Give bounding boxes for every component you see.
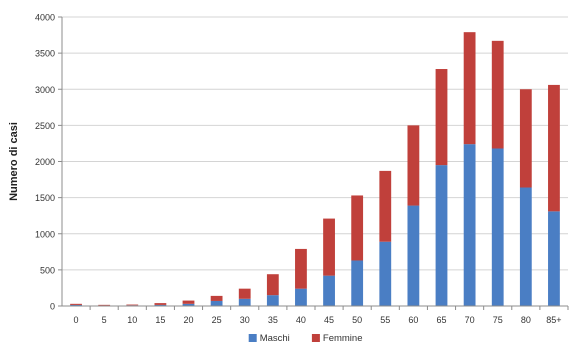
bar-femmine-10 (126, 304, 139, 306)
gridlines (62, 16, 568, 271)
y-tick-label: 3000 (35, 85, 55, 95)
bar-femmine-0 (70, 303, 82, 305)
bar-femmine-15 (154, 303, 167, 305)
bar-maschi-75 (491, 148, 504, 306)
y-tick-label: 1000 (35, 229, 55, 239)
x-tick-label: 35 (268, 315, 278, 325)
bar-femmine-55 (379, 170, 392, 242)
bar-maschi-85plus (548, 211, 560, 306)
x-tick-label: 80 (521, 315, 531, 325)
bar-femmine-85plus (548, 84, 560, 212)
legend-swatch-maschi (248, 334, 257, 342)
legend-label-maschi: Maschi (260, 333, 290, 344)
y-tick-label: 0 (50, 302, 55, 312)
bar-femmine-30 (238, 288, 251, 299)
bar-maschi-30 (238, 298, 251, 306)
x-tick-label: 25 (212, 315, 222, 325)
bar-femmine-45 (323, 218, 335, 276)
y-axis-label: Numero di casi (8, 122, 20, 201)
y-tick-labels: 0 500 1000 1500 2000 2500 3000 3500 4000 (35, 13, 62, 312)
bar-maschi-15 (154, 304, 167, 306)
x-tick-label: 75 (493, 315, 503, 325)
bars (70, 32, 560, 306)
bar-femmine-80 (519, 89, 532, 188)
legend: Maschi Femmine (248, 333, 363, 344)
bar-femmine-50 (351, 195, 364, 261)
y-tick-label: 500 (40, 265, 55, 275)
bar-maschi-45 (323, 275, 335, 306)
y-tick-label: 3500 (35, 49, 55, 59)
bar-maschi-80 (519, 187, 532, 306)
y-tick-label: 1500 (35, 193, 55, 203)
bar-maschi-70 (463, 144, 476, 306)
bar-femmine-5 (98, 304, 111, 306)
bar-femmine-20 (182, 300, 195, 304)
x-tick-label: 60 (408, 315, 418, 325)
bar-femmine-75 (491, 40, 504, 149)
y-tick-label: 2000 (35, 157, 55, 167)
bar-maschi-35 (266, 295, 279, 306)
x-tick-labels: 0 5 10 15 20 25 30 35 40 45 50 55 60 65 70 75 80 85+ (74, 306, 569, 325)
bar-maschi-20 (182, 303, 195, 306)
bar-femmine-25 (210, 295, 223, 301)
bar-femmine-65 (435, 69, 448, 166)
x-tick-label: 50 (352, 315, 362, 325)
y-tick-label: 4000 (35, 13, 55, 23)
x-tick-label: 40 (296, 315, 306, 325)
x-tick-label: 45 (324, 315, 334, 325)
x-tick-label: 85+ (546, 315, 561, 325)
bar-maschi-0 (70, 304, 82, 306)
x-tick-label: 20 (183, 315, 193, 325)
x-tick-label: 70 (465, 315, 475, 325)
bar-femmine-35 (266, 274, 279, 296)
legend-label-femmine: Femmine (323, 333, 363, 344)
bar-maschi-60 (407, 205, 420, 306)
x-tick-label: 15 (155, 315, 165, 325)
legend-swatch-femmine (311, 334, 320, 342)
bar-femmine-40 (295, 248, 307, 289)
x-tick-label: 10 (127, 315, 137, 325)
bar-maschi-50 (351, 260, 364, 306)
x-tick-label: 55 (380, 315, 390, 325)
bar-maschi-25 (210, 300, 223, 306)
bar-maschi-65 (435, 165, 448, 306)
x-tick-label: 65 (436, 315, 446, 325)
x-tick-label: 0 (74, 315, 79, 325)
bar-maschi-55 (379, 241, 392, 306)
bar-maschi-40 (295, 288, 307, 306)
bar-femmine-70 (463, 32, 476, 145)
x-tick-label: 5 (102, 315, 107, 325)
x-tick-label: 30 (240, 315, 250, 325)
y-tick-label: 2500 (35, 121, 55, 131)
bar-femmine-60 (407, 125, 420, 206)
